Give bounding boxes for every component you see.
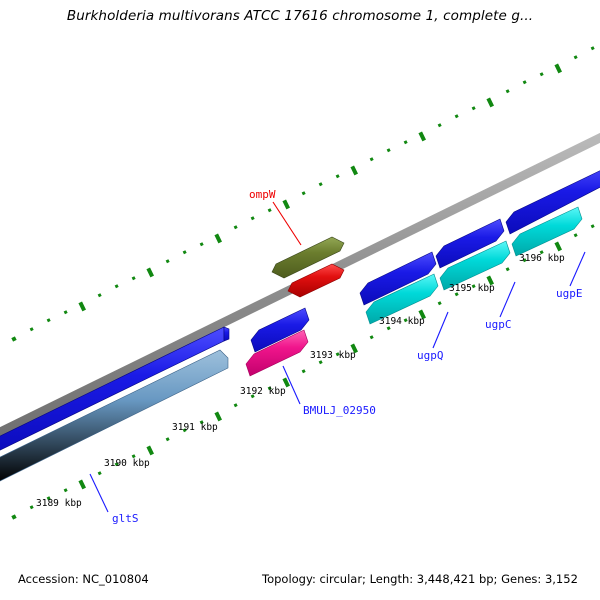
gene-bar-blue-bmulj[interactable] xyxy=(250,307,310,353)
gene-track-forward xyxy=(271,236,345,298)
gene-bar-ugpQ[interactable] xyxy=(365,273,439,325)
ruler-label: 3192 kbp xyxy=(240,386,286,397)
feature-label-gltS[interactable]: gltS xyxy=(112,512,139,525)
page-title: Burkholderia multivorans ATCC 17616 chro… xyxy=(66,8,534,24)
gene-bar-blue-ugpQ[interactable] xyxy=(359,251,437,306)
gene-track-reverse-row2 xyxy=(0,206,583,482)
gene-bar-ompW-olive[interactable] xyxy=(271,236,345,279)
feature-leader-lines xyxy=(89,201,586,513)
ruler-label: 3193 kbp xyxy=(310,350,356,361)
gene-bar-gltS[interactable] xyxy=(0,349,229,482)
ruler-label: 3196 kbp xyxy=(519,253,565,264)
gene-bar-blue-ugpC[interactable] xyxy=(435,218,505,269)
feature-label-BMULJ_02950[interactable]: BMULJ_02950 xyxy=(303,404,376,417)
feature-label-ugpQ[interactable]: ugpQ xyxy=(417,349,444,362)
genome-summary-status: Topology: circular; Length: 3,448,421 bp… xyxy=(262,572,578,586)
ruler-label: 3191 kbp xyxy=(172,422,218,433)
feature-label-ugpE[interactable]: ugpE xyxy=(556,287,583,300)
ruler-label: 3194 kbp xyxy=(379,316,425,327)
feature-label-ompW[interactable]: ompW xyxy=(249,188,276,201)
leader-line-ugpQ xyxy=(432,311,449,349)
ruler-label: 3195 kbp xyxy=(449,283,495,294)
accession-status: Accession: NC_010804 xyxy=(18,572,149,586)
feature-label-ugpC[interactable]: ugpC xyxy=(485,318,512,331)
leader-line-gltS xyxy=(89,473,109,513)
gene-bar-ompW-red[interactable] xyxy=(287,263,345,298)
feature-labels: gltS BMULJ_02950 ompW ugpQ ugpC ugpE xyxy=(112,188,583,525)
leader-line-ugpE xyxy=(569,251,586,287)
ruler-label: 3190 kbp xyxy=(104,458,150,469)
ruler-label: 3189 kbp xyxy=(36,498,82,509)
gene-bar-ugpC[interactable] xyxy=(439,240,511,291)
gene-bar-blue-ugpE[interactable] xyxy=(505,164,600,235)
ruler-labels: 3189 kbp 3190 kbp 3191 kbp 3192 kbp 3193… xyxy=(36,253,565,509)
gene-bar-blue-left[interactable] xyxy=(0,326,230,455)
leader-line-BMULJ_02950 xyxy=(282,365,301,405)
leader-line-ugpC xyxy=(499,281,516,318)
gene-bar-ugpE[interactable] xyxy=(511,206,583,257)
gene-track-reverse-row1 xyxy=(0,164,600,455)
leader-line-ompW xyxy=(272,201,302,246)
ruler-tick-marks xyxy=(11,46,595,520)
gene-bar-BMULJ_02950[interactable] xyxy=(245,329,309,377)
